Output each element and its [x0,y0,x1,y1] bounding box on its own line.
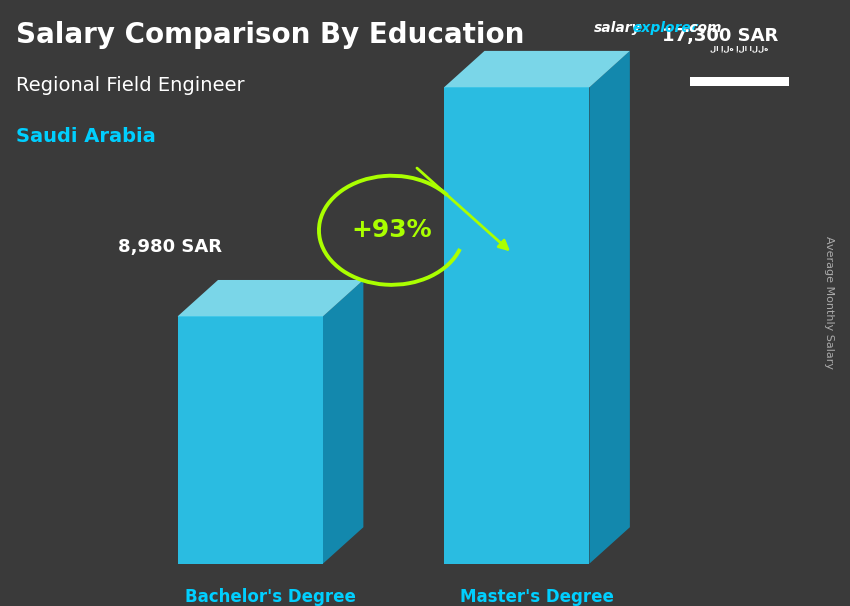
Text: explorer: explorer [632,21,698,35]
Text: 8,980 SAR: 8,980 SAR [117,238,222,256]
Bar [689,77,789,85]
Text: Average Monthly Salary: Average Monthly Salary [824,236,834,370]
Polygon shape [323,280,363,564]
Text: Master's Degree: Master's Degree [460,588,614,606]
Text: salary: salary [593,21,641,35]
Polygon shape [590,51,630,564]
Text: Bachelor's Degree: Bachelor's Degree [185,588,356,606]
Text: .com: .com [685,21,722,35]
Polygon shape [178,280,363,316]
Text: Regional Field Engineer: Regional Field Engineer [16,76,245,95]
Polygon shape [445,51,630,87]
Text: Salary Comparison By Education: Salary Comparison By Education [16,21,524,49]
Polygon shape [178,316,323,564]
Text: 17,300 SAR: 17,300 SAR [662,27,779,45]
Text: +93%: +93% [351,218,432,242]
Text: لا إله إلا الله: لا إله إلا الله [711,45,768,52]
Text: Saudi Arabia: Saudi Arabia [16,127,156,146]
Polygon shape [445,87,590,564]
